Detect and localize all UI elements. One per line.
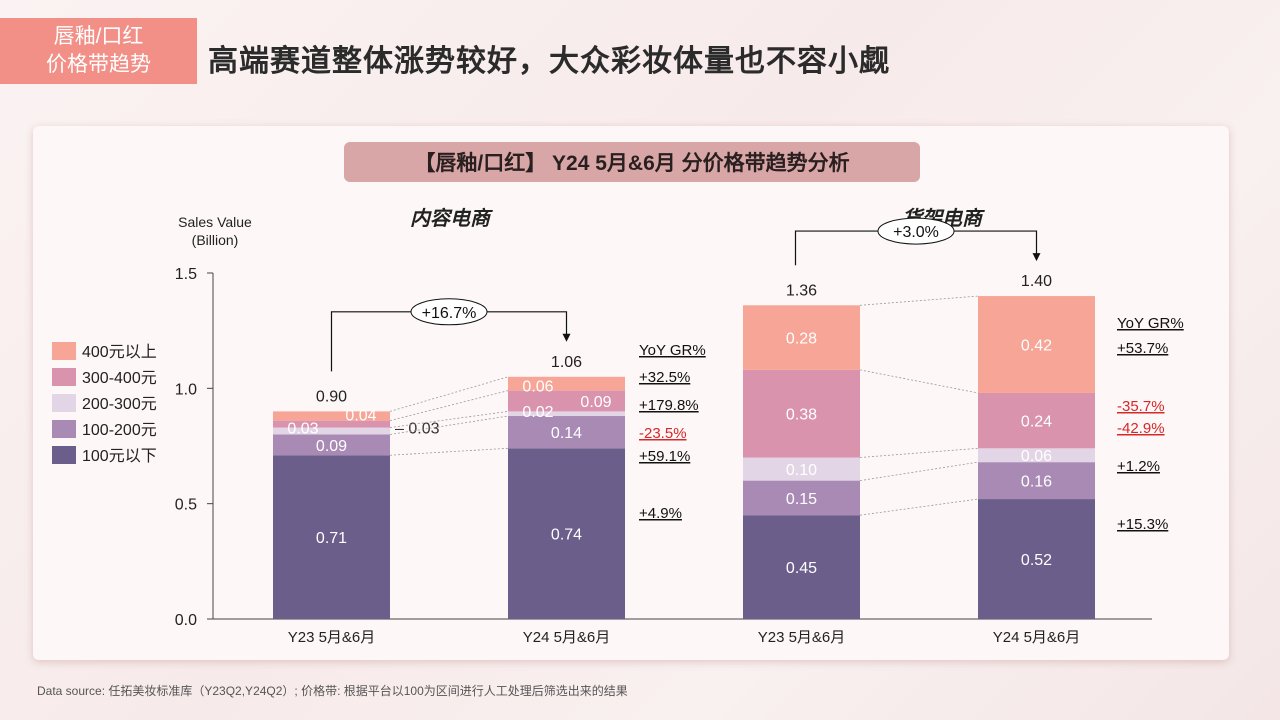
- growth-arrowhead: [562, 333, 571, 342]
- yoy-header: YoY GR%: [1117, 315, 1184, 332]
- yoy-value-4: +32.5%: [639, 369, 690, 386]
- legend-label: 100元以下: [82, 448, 157, 465]
- yoy-value-4: +53.7%: [1117, 340, 1168, 357]
- legend-label: 400元以上: [82, 343, 157, 361]
- bar-segment-4: [743, 305, 860, 370]
- bar-segment-0: [978, 499, 1095, 619]
- bar-segment-1: [508, 416, 625, 449]
- legend-swatch: [52, 394, 76, 412]
- section-tag-line2: 价格带趋势: [46, 53, 151, 76]
- segment-connector: [389, 411, 509, 428]
- bar-value-label: – 0.03: [395, 421, 440, 438]
- bar-segment-2: [273, 427, 390, 435]
- yoy-value-2: -42.9%: [1117, 420, 1165, 437]
- bar-segment-3: [978, 392, 1095, 449]
- bar-value-label: 0.15: [786, 491, 817, 508]
- y-tick-label: 1.0: [175, 381, 197, 398]
- x-category-label: Y23 5月&6月: [288, 629, 376, 646]
- bar-segment-4: [273, 411, 390, 421]
- bar-value-label: 0.14: [551, 425, 582, 442]
- bar-value-label: 0.24: [1021, 414, 1052, 431]
- legend-label: 300-400元: [82, 370, 157, 387]
- data-source-note: Data source: 任拓美妆标准库（Y23Q2,Y24Q2）; 价格带: …: [37, 684, 628, 698]
- bar-segment-3: [743, 369, 860, 458]
- bar-value-label: 0.52: [1021, 552, 1052, 569]
- growth-badge: [410, 298, 488, 326]
- y-tick-label: 1.5: [175, 266, 197, 283]
- y-axis-label: Sales Value: [178, 214, 252, 230]
- y-axis-label-unit: (Billion): [192, 232, 239, 248]
- page-headline: 高端赛道整体涨势较好，大众彩妆体量也不容小觑: [208, 45, 890, 78]
- yoy-value-3: -35.7%: [1117, 398, 1165, 415]
- legend-label: 100-200元: [82, 422, 157, 439]
- legend-swatch: [52, 342, 76, 360]
- growth-arrowhead: [1032, 253, 1041, 262]
- legend-swatch: [52, 446, 76, 464]
- yoy-value-0: +15.3%: [1117, 516, 1168, 533]
- bar-segment-2: [978, 448, 1095, 463]
- bar-segment-3: [273, 420, 390, 428]
- section-tag-line1: 唇釉/口红: [53, 25, 144, 48]
- bar-segment-2: [508, 411, 625, 417]
- yoy-value-3: -23.5%: [639, 425, 687, 442]
- segment-connector: [859, 447, 979, 458]
- segment-connector: [389, 390, 509, 422]
- growth-label: +3.0%: [893, 224, 939, 241]
- bar-value-label: 0.45: [786, 560, 817, 577]
- bar-total-label: 0.90: [316, 388, 347, 405]
- bar-value-label: 0.38: [786, 407, 817, 424]
- legend-label: 200-300元: [82, 396, 157, 413]
- legend-swatch: [52, 420, 76, 438]
- x-category-label: Y24 5月&6月: [993, 629, 1081, 646]
- bar-segment-4: [508, 376, 625, 391]
- bar-value-label: 0.09: [580, 394, 611, 411]
- bar-segment-1: [273, 434, 390, 456]
- bar-value-label: 0.42: [1021, 338, 1052, 355]
- bar-segment-3: [508, 390, 625, 412]
- bar-value-label: 0.09: [316, 438, 347, 455]
- segment-connector: [859, 461, 979, 481]
- bar-value-label: 0.04: [345, 408, 376, 425]
- bar-segment-2: [743, 457, 860, 481]
- legend-swatch: [52, 368, 76, 386]
- bar-value-label: 0.16: [1021, 474, 1052, 491]
- yoy-value-2: +179.8%: [639, 397, 699, 414]
- y-tick-label: 0.0: [175, 612, 197, 629]
- x-category-label: Y23 5月&6月: [758, 629, 846, 646]
- segment-connector: [859, 295, 979, 306]
- bar-total-label: 1.06: [551, 354, 582, 371]
- segment-connector: [389, 376, 509, 412]
- growth-label: +16.7%: [422, 305, 477, 322]
- chart-title: 【唇釉/口红】 Y24 5月&6月 分价格带趋势分析: [344, 142, 920, 182]
- bar-segment-0: [743, 515, 860, 619]
- growth-badge: [877, 217, 955, 245]
- yoy-header: YoY GR%: [639, 342, 706, 359]
- segment-connector: [859, 369, 979, 394]
- bar-value-label: 0.28: [786, 331, 817, 348]
- bar-segment-0: [273, 455, 390, 619]
- yoy-value-0: +4.9%: [639, 505, 682, 522]
- bar-segment-4: [978, 296, 1095, 393]
- bar-total-label: 1.36: [786, 282, 817, 299]
- bar-value-label: 0.02: [522, 404, 553, 421]
- x-category-label: Y24 5月&6月: [523, 629, 611, 646]
- segment-connector: [389, 447, 509, 456]
- bar-total-label: 1.40: [1021, 273, 1052, 290]
- bar-segment-0: [508, 448, 625, 619]
- bar-segment-1: [743, 480, 860, 516]
- yoy-value-1: +59.1%: [639, 448, 690, 465]
- bar-value-label: 0.06: [1021, 448, 1052, 465]
- y-tick-label: 0.5: [175, 497, 197, 514]
- bar-value-label: 0.06: [522, 379, 553, 396]
- group-title-content-ecommerce: 内容电商: [410, 207, 493, 230]
- bar-value-label: 0.74: [551, 527, 582, 544]
- bar-segment-1: [978, 462, 1095, 500]
- bar-value-label: 0.10: [786, 462, 817, 479]
- yoy-value-1: +1.2%: [1117, 458, 1160, 475]
- section-tag: 唇釉/口红 价格带趋势: [0, 18, 197, 84]
- segment-connector: [859, 498, 979, 516]
- bar-value-label: 0.03: [287, 420, 318, 437]
- bar-value-label: 0.71: [316, 530, 347, 547]
